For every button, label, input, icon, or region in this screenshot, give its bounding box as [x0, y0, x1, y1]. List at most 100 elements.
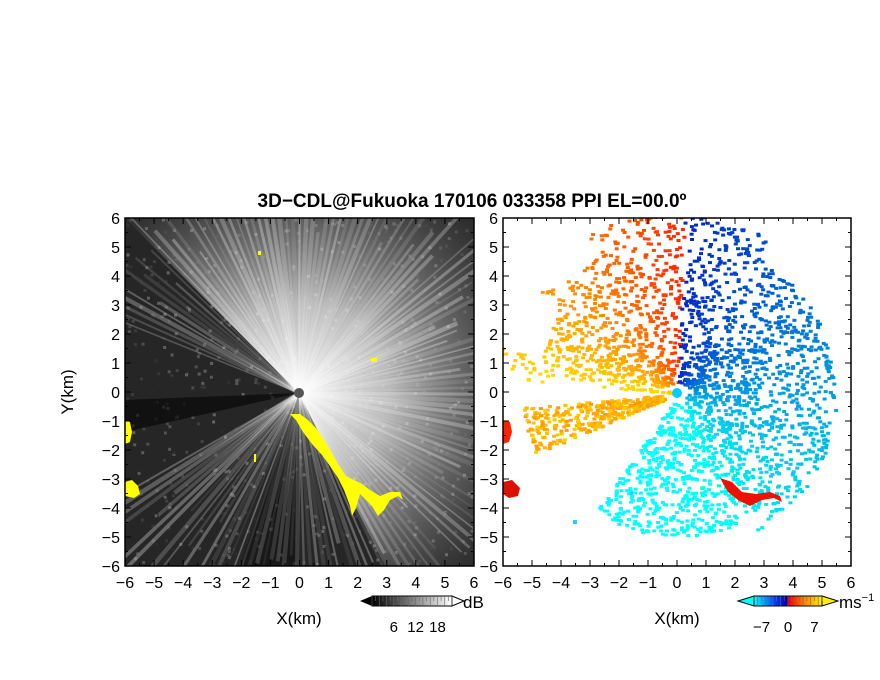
velocity-cell — [752, 504, 757, 508]
velocity-cell — [819, 426, 824, 430]
snr-noise-cell — [174, 332, 178, 336]
velocity-cell — [700, 264, 705, 268]
snr-noise-cell — [243, 479, 247, 483]
velocity-cell — [711, 461, 716, 464]
velocity-cell — [687, 361, 692, 364]
velocity-cell — [680, 406, 684, 410]
velocity-cell — [647, 442, 651, 446]
velocity-cell — [622, 379, 627, 383]
velocity-cell — [686, 498, 691, 502]
snr-noise-cell — [140, 377, 143, 381]
velocity-cell — [654, 470, 659, 474]
velocity-cell — [793, 475, 798, 479]
velocity-cell — [585, 431, 590, 434]
velocity-cell — [686, 290, 691, 294]
velocity-cell — [700, 368, 704, 372]
velocity-cell — [579, 408, 584, 412]
velocity-cell — [805, 337, 810, 340]
velocity-cell — [792, 443, 797, 447]
snr-noise-cell — [256, 367, 260, 371]
velocity-cell — [693, 395, 698, 399]
velocity-cell — [738, 386, 743, 390]
velocity-cell — [709, 318, 714, 321]
velocity-cell — [577, 424, 581, 428]
velocity-cell — [700, 319, 705, 323]
velocity-cell — [602, 385, 607, 389]
snr-ray — [125, 295, 301, 395]
velocity-cell — [744, 361, 749, 365]
velocity-cell — [628, 487, 633, 491]
velocity-cell — [694, 502, 699, 506]
velocity-cell — [738, 287, 742, 291]
velocity-cell — [616, 412, 620, 416]
velocity-cell — [758, 467, 762, 471]
velocity-cell — [719, 444, 724, 448]
velocity-cell — [700, 429, 705, 433]
velocity-cell — [643, 403, 648, 407]
velocity-cell — [727, 395, 732, 399]
velocity-cell — [723, 522, 728, 526]
velocity-cell — [523, 415, 528, 419]
velocity-cell — [682, 482, 687, 485]
velocity-cell — [593, 428, 598, 432]
velocity-cell — [754, 361, 759, 365]
velocity-cell — [719, 464, 724, 468]
velocity-cell — [619, 380, 624, 384]
velocity-cell — [793, 478, 798, 482]
velocity-cell — [708, 405, 713, 409]
velocity-cell — [763, 319, 768, 323]
snr-ray — [247, 392, 301, 566]
velocity-cell — [626, 509, 631, 513]
velocity-cell — [697, 305, 702, 309]
velocity-cell — [724, 519, 729, 523]
velocity-cell — [606, 295, 611, 299]
velocity-cell — [727, 433, 732, 437]
velocity-cell — [792, 325, 797, 329]
velocity-cell — [649, 242, 653, 246]
velocity-cell — [775, 452, 780, 456]
snr-ray — [211, 218, 301, 394]
velocity-cell — [651, 363, 656, 367]
velocity-cell — [556, 364, 561, 368]
velocity-cell — [605, 366, 610, 369]
velocity-cell — [670, 352, 675, 356]
velocity-cell — [704, 530, 709, 534]
velocity-cell — [686, 372, 691, 375]
snr-colorbar: 6 12 18 dB — [360, 593, 484, 636]
velocity-cell — [671, 485, 676, 489]
velocity-cell — [612, 416, 617, 420]
velocity-cell — [744, 475, 748, 479]
velocity-cell — [751, 423, 756, 427]
snr-noise-cell — [146, 442, 150, 446]
velocity-cell — [703, 417, 708, 421]
velocity-cell — [805, 380, 810, 384]
velocity-cell — [809, 315, 814, 319]
velocity-cell — [670, 314, 675, 317]
velocity-cell — [760, 480, 765, 484]
snr-ray — [297, 218, 301, 394]
velocity-cell — [714, 381, 719, 384]
velocity-cell — [635, 222, 640, 226]
velocity-cell — [633, 520, 638, 523]
velocity-cell — [780, 279, 785, 282]
velocity-cell — [689, 298, 693, 302]
velocity-cell — [666, 481, 671, 485]
snr-noise-cell — [351, 542, 355, 546]
velocity-cell — [704, 374, 709, 378]
velocity-cell — [559, 429, 564, 433]
velocity-cell — [787, 353, 792, 357]
velocity-cell — [613, 358, 618, 361]
velocity-cell — [522, 408, 527, 412]
velocity-cell — [519, 353, 524, 357]
velocity-cell — [700, 296, 705, 300]
velocity-cell — [682, 367, 686, 370]
velocity-cell — [693, 477, 698, 481]
velocity-cell — [747, 370, 752, 374]
velocity-cell — [577, 426, 582, 430]
velocity-cell — [732, 356, 737, 360]
velocity-cell — [809, 370, 814, 374]
velocity-cell — [743, 415, 748, 419]
velocity-cell — [796, 462, 801, 466]
velocity-cell — [798, 311, 803, 315]
velocity-cell — [642, 228, 646, 232]
